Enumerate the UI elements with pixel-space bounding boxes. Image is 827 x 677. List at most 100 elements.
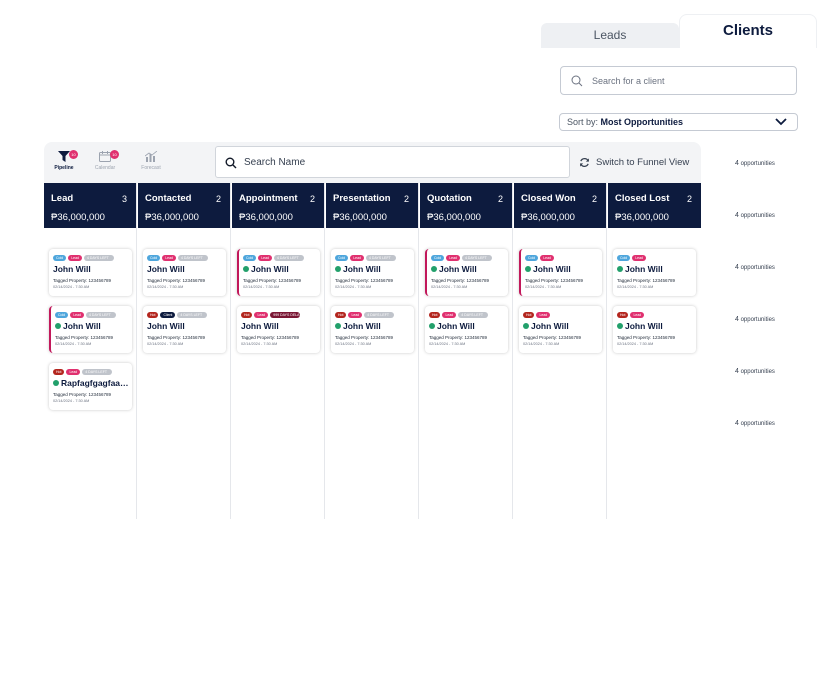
tag-cold: Cold [525, 255, 539, 261]
tag-days: 4 DAYS LEFT [178, 255, 208, 261]
card-date: 02/14/2024 - 7:30 AM [147, 285, 184, 289]
opportunities-label: opportunities [740, 317, 775, 323]
lead-card[interactable]: Cold Lead John Will Tagged Property: 123456… [519, 249, 602, 296]
column-amount: ₱36,000,000 [427, 212, 481, 223]
card-property: Tagged Property: 123456789 [243, 278, 302, 283]
pipeline-view-button[interactable]: 10 Pipeline [46, 150, 82, 179]
card-date: 02/14/2024 - 7:30 AM [335, 342, 372, 346]
card-date: 02/14/2024 - 7:30 AM [55, 342, 92, 346]
calendar-view-button[interactable]: 10 Calendar [87, 150, 123, 179]
card-tags: Cold Lead [525, 255, 554, 261]
card-name-row: John Will [335, 264, 412, 274]
card-property: Tagged Property: 123456789 [431, 278, 490, 283]
card-name: John Will [437, 321, 475, 331]
sort-value: Most Opportunities [600, 117, 684, 127]
lead-card[interactable]: Hot Lead 4 DAYS LEFT Rapfagfgagfaag... Tagge… [49, 363, 132, 410]
client-search-input[interactable] [592, 73, 787, 89]
opportunities-count: 4 opportunities [735, 368, 775, 375]
name-search-input[interactable] [244, 155, 544, 170]
card-name: John Will [147, 264, 185, 274]
card-name: John Will [251, 264, 289, 274]
opportunities-label: opportunities [740, 369, 775, 375]
card-name-row: John Will [241, 321, 318, 331]
card-tags: Hot Lead 4 DAYS LEFT [335, 312, 395, 318]
tag-lead: Lead [632, 255, 646, 261]
opportunities-label: opportunities [740, 161, 775, 167]
card-name: John Will [343, 264, 381, 274]
card-property: Tagged Property: 123456789 [525, 278, 584, 283]
opportunities-number: 4 [735, 368, 739, 375]
opportunities-count: 4 opportunities [735, 160, 775, 167]
opportunities-number: 4 [735, 160, 739, 167]
column-title: Contacted [145, 193, 192, 204]
card-date: 02/14/2024 - 7:30 AM [241, 342, 278, 346]
card-name-row: John Will [147, 264, 224, 274]
card-tags: Hot Lead 999 DAYS DELAY [241, 312, 301, 318]
tab-clients[interactable]: Clients [679, 14, 817, 48]
lead-card[interactable]: Hot Lead 4 DAYS LEFT John Will Tagged Proper… [425, 306, 508, 353]
card-date: 02/14/2024 - 7:30 AM [243, 285, 280, 289]
lead-card[interactable]: Cold Lead 4 DAYS LEFT John Will Tagged Prope… [237, 249, 320, 296]
opportunities-number: 4 [735, 420, 739, 427]
switch-funnel-view-button[interactable]: Switch to Funnel View [579, 155, 689, 169]
sort-dropdown[interactable]: Sort by: Most Opportunities [559, 113, 798, 131]
lead-card[interactable]: Hot Lead John Will Tagged Property: 1234567… [519, 306, 602, 353]
card-property: Tagged Property: 123456789 [147, 278, 206, 283]
lead-card[interactable]: Cold Lead 4 DAYS LEFT John Will Tagged Prope… [425, 249, 508, 296]
column-amount: ₱36,000,000 [239, 212, 293, 223]
lead-card[interactable]: Cold Lead 4 DAYS LEFT John Will Tagged Prope… [143, 249, 226, 296]
card-property: Tagged Property: 123456789 [335, 278, 394, 283]
column-header: Closed Lost 2 ₱36,000,000 [608, 183, 701, 228]
tag-overdue: 999 DAYS DELAY [270, 312, 301, 318]
lead-card[interactable]: Cold Lead 4 DAYS LEFT John Will Tagged Prope… [49, 249, 132, 296]
card-tags: Cold Lead 4 DAYS LEFT [147, 255, 208, 261]
card-date: 02/14/2024 - 7:30 AM [53, 285, 90, 289]
lead-card[interactable]: Hot Client 4 DAYS LEFT John Will Tagged Prop… [143, 306, 226, 353]
opportunities-count: 4 opportunities [735, 420, 775, 427]
tag-hot: Hot [617, 312, 629, 318]
card-name-row: John Will [429, 321, 506, 331]
lead-card[interactable]: Hot Lead John Will Tagged Property: 1234567… [613, 306, 696, 353]
column-header: Appointment 2 ₱36,000,000 [232, 183, 324, 228]
card-property: Tagged Property: 123456789 [241, 335, 300, 340]
tag-lead: Lead [258, 255, 272, 261]
refresh-icon [580, 157, 589, 167]
tag-lead: Lead [70, 312, 84, 318]
opportunities-number: 4 [735, 264, 739, 271]
card-property: Tagged Property: 123456789 [55, 335, 114, 340]
search-icon [225, 157, 237, 169]
card-name-row: John Will [53, 264, 130, 274]
tab-leads[interactable]: Leads [541, 23, 679, 48]
card-tags: Hot Lead [617, 312, 645, 318]
tag-cold: Cold [147, 255, 161, 261]
column-amount: ₱36,000,000 [145, 212, 199, 223]
column-amount: ₱36,000,000 [521, 212, 575, 223]
card-date: 02/14/2024 - 7:30 AM [335, 285, 372, 289]
card-date: 02/14/2024 - 7:30 AM [617, 285, 654, 289]
tag-lead: Lead [66, 369, 81, 375]
tag-days: 4 DAYS LEFT [364, 312, 395, 318]
card-name-row: John Will [617, 264, 694, 274]
tag-cold: Cold [617, 255, 631, 261]
column-header: Presentation 2 ₱36,000,000 [326, 183, 418, 228]
column-title: Closed Won [521, 193, 576, 204]
lead-card[interactable]: Hot Lead 999 DAYS DELAY John Will Tagged Pro… [237, 306, 320, 353]
card-name-row: John Will [523, 321, 600, 331]
board-toolbar: 10 Pipeline 10 Calendar Forecast Switch … [44, 142, 701, 183]
card-date: 02/14/2024 - 7:30 AM [523, 342, 560, 346]
tag-hot: Hot [429, 312, 441, 318]
card-date: 02/14/2024 - 7:30 AM [525, 285, 562, 289]
search-icon [571, 75, 583, 87]
column-title: Quotation [427, 193, 472, 204]
opportunities-label: opportunities [740, 213, 775, 219]
card-name: John Will [625, 264, 663, 274]
verified-check-icon [243, 266, 249, 272]
lead-card[interactable]: Hot Lead 4 DAYS LEFT John Will Tagged Proper… [331, 306, 414, 353]
lead-card[interactable]: Cold Lead John Will Tagged Property: 123456… [613, 249, 696, 296]
forecast-view-button[interactable]: Forecast [133, 151, 169, 179]
column-count: 2 [497, 194, 503, 204]
lead-card[interactable]: Cold Lead 4 DAYS LEFT John Will Tagged Prope… [331, 249, 414, 296]
lead-card[interactable]: Cold Lead 4 DAYS LEFT John Will Tagged Prope… [49, 306, 132, 353]
opportunities-label: opportunities [740, 265, 775, 271]
opportunities-number: 4 [735, 316, 739, 323]
